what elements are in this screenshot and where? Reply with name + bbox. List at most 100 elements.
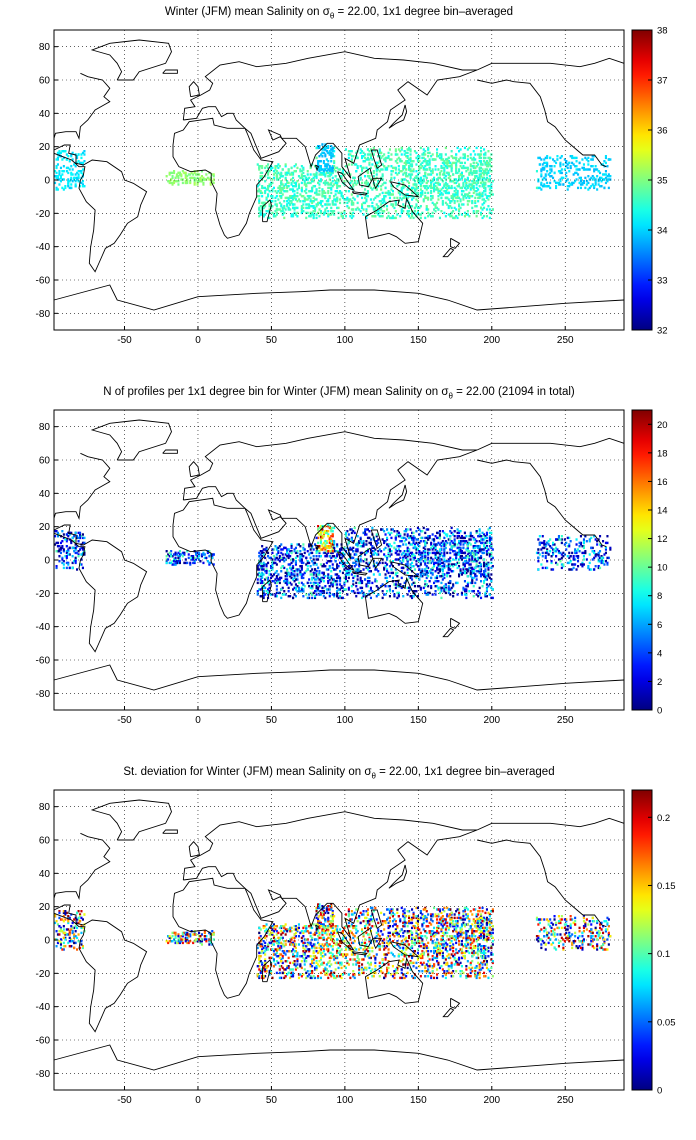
data-cell	[289, 196, 292, 200]
data-cell	[262, 596, 265, 600]
data-cell	[173, 563, 176, 566]
data-cell	[62, 550, 65, 553]
data-cell	[472, 185, 475, 188]
data-cell	[65, 545, 68, 548]
data-cell	[275, 556, 278, 560]
data-cell	[325, 550, 328, 553]
data-cell	[280, 188, 283, 191]
data-cell	[390, 536, 393, 540]
data-cell	[474, 200, 477, 203]
data-cell	[364, 543, 367, 546]
data-cell	[374, 568, 377, 571]
data-cell	[458, 203, 461, 206]
data-cell	[584, 176, 587, 180]
data-cell	[302, 203, 305, 206]
data-cell	[465, 166, 468, 170]
data-cell	[415, 151, 418, 155]
data-cell	[262, 581, 265, 585]
data-cell	[540, 173, 543, 176]
data-cell	[421, 575, 424, 578]
coastline	[357, 167, 374, 188]
data-cell	[64, 555, 67, 558]
data-cell	[183, 553, 186, 556]
data-cell	[258, 575, 261, 578]
data-cell	[261, 171, 264, 175]
data-cell	[380, 206, 383, 210]
data-cell	[171, 175, 174, 178]
data-cell	[430, 198, 433, 201]
data-cell	[350, 155, 353, 158]
data-cell	[256, 578, 259, 581]
data-cell	[356, 535, 359, 538]
data-cell	[375, 533, 378, 536]
data-cell	[465, 555, 468, 558]
data-cell	[480, 550, 483, 553]
data-cell	[74, 173, 77, 176]
data-cell	[303, 585, 306, 588]
data-cell	[324, 148, 327, 151]
data-cell	[475, 565, 478, 568]
data-cell	[463, 536, 466, 540]
data-cell	[440, 590, 443, 593]
data-cell	[317, 558, 320, 561]
data-cell	[488, 216, 491, 220]
data-cell	[277, 578, 280, 581]
data-cell	[412, 170, 415, 173]
data-cell	[346, 536, 349, 540]
data-cell	[256, 163, 259, 166]
data-cell	[406, 160, 409, 163]
data-cell	[321, 195, 324, 198]
data-cell	[294, 595, 297, 598]
data-cell	[397, 553, 400, 556]
data-cell	[406, 175, 409, 178]
coastline	[162, 69, 178, 74]
data-cell	[462, 166, 465, 170]
data-cell	[286, 578, 289, 581]
data-cell	[480, 538, 483, 541]
data-cell	[572, 163, 575, 166]
data-cell	[178, 561, 181, 565]
data-cell	[70, 186, 73, 190]
data-cell	[368, 576, 371, 580]
data-cell	[387, 215, 390, 218]
data-cell	[441, 570, 444, 573]
data-cell	[419, 553, 422, 556]
data-cell	[336, 545, 339, 548]
data-cell	[293, 190, 296, 193]
data-cell	[331, 148, 334, 151]
data-cell	[193, 176, 196, 180]
data-cell	[584, 168, 587, 171]
data-cell	[463, 156, 466, 160]
data-cell	[327, 525, 330, 528]
data-cell	[394, 548, 397, 551]
data-cell	[416, 193, 419, 196]
data-cell	[294, 568, 297, 571]
data-cell	[425, 161, 428, 165]
data-cell	[563, 158, 566, 161]
data-cell	[422, 166, 425, 170]
data-cell	[443, 588, 446, 591]
data-cell	[427, 553, 430, 556]
data-cell	[371, 188, 374, 191]
coastline	[351, 191, 368, 196]
data-cell	[388, 590, 391, 593]
data-cell	[484, 575, 487, 578]
data-cell	[312, 205, 315, 208]
data-cell	[261, 165, 264, 168]
data-cell	[305, 203, 308, 206]
data-cell	[333, 155, 336, 158]
data-cell	[331, 540, 334, 543]
data-cell	[384, 158, 387, 161]
data-cell	[400, 188, 403, 191]
data-cell	[267, 185, 270, 188]
data-cell	[390, 188, 393, 191]
data-cell	[444, 186, 447, 190]
data-cell	[284, 165, 287, 168]
data-cell	[422, 546, 425, 550]
data-cell	[306, 550, 309, 553]
data-cell	[308, 181, 311, 185]
data-cell	[437, 588, 440, 591]
data-cell	[364, 201, 367, 205]
data-cell	[68, 546, 71, 550]
data-cell	[462, 183, 465, 186]
